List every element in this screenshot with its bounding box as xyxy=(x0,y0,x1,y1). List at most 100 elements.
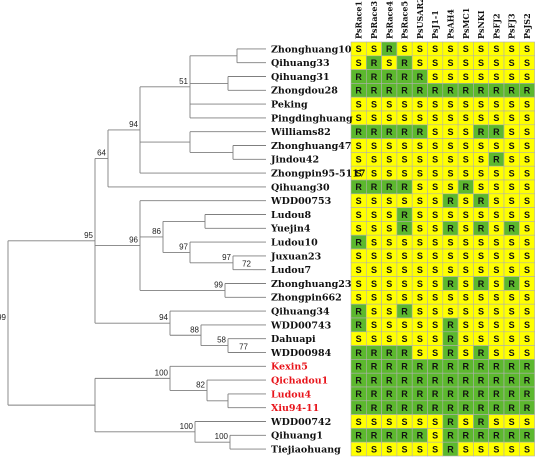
cell-value: S xyxy=(493,99,499,109)
cell-value: S xyxy=(432,320,438,330)
grid-cell: S xyxy=(350,290,367,305)
leaf-label: Ludou4 xyxy=(271,389,311,400)
grid-cell: S xyxy=(518,165,535,181)
cell-value: R xyxy=(355,127,362,137)
grid-cell: R xyxy=(381,69,398,84)
grid-cell: S xyxy=(518,41,535,57)
grid-cell: S xyxy=(411,179,428,195)
cell-value: S xyxy=(463,320,469,330)
cell-value: S xyxy=(417,417,423,427)
grid-cell: R xyxy=(442,331,459,346)
grid-cell: S xyxy=(503,262,520,277)
grid-cell: R xyxy=(473,345,489,360)
grid-cell: S xyxy=(503,331,520,346)
cell-value: S xyxy=(463,99,469,109)
cell-value: R xyxy=(401,431,408,441)
bootstrap-value: 97 xyxy=(222,253,231,262)
grid-cell: S xyxy=(365,96,382,112)
cell-value: S xyxy=(524,182,530,192)
cell-value: S xyxy=(402,113,408,123)
grid-cell: S xyxy=(503,55,520,70)
cell-value: S xyxy=(386,58,392,68)
cell-value: S xyxy=(509,196,515,206)
leaf-label: Qihuang31 xyxy=(271,72,330,83)
grid-cell: R xyxy=(427,83,444,98)
grid-cell: S xyxy=(488,303,505,319)
cell-value: R xyxy=(447,431,454,441)
cell-value: S xyxy=(493,58,499,68)
column-header: PsFJ2 xyxy=(491,13,501,39)
grid-cell: S xyxy=(473,110,489,126)
cell-value: S xyxy=(509,141,515,151)
bootstrap-value: 100 xyxy=(180,422,194,431)
grid-cell: S xyxy=(381,441,398,457)
grid-cell: S xyxy=(457,290,474,305)
grid-cell: S xyxy=(365,152,382,167)
grid-cell: R xyxy=(488,124,505,139)
cell-value: R xyxy=(371,403,378,413)
cell-value: S xyxy=(386,168,392,178)
grid-cell: S xyxy=(518,248,535,264)
cell-value: S xyxy=(524,251,530,261)
grid-cell: S xyxy=(381,55,398,70)
grid-cell: R xyxy=(457,400,474,415)
grid-cell: R xyxy=(396,428,413,443)
cell-value: S xyxy=(386,334,392,344)
cell-value: R xyxy=(524,431,531,441)
grid-cell: R xyxy=(442,359,459,374)
cell-value: R xyxy=(417,127,424,137)
cell-value: S xyxy=(417,306,423,316)
cell-value: S xyxy=(463,58,469,68)
bootstrap-value: 99 xyxy=(0,313,7,322)
cell-value: R xyxy=(386,375,393,385)
grid-cell: R xyxy=(350,372,367,388)
grid-cell: R xyxy=(381,124,398,139)
grid-cell: R xyxy=(396,345,413,360)
grid-cell: S xyxy=(518,414,535,429)
cell-value: S xyxy=(524,279,530,289)
grid-cell: S xyxy=(411,221,428,236)
cell-value: S xyxy=(509,44,515,54)
grid-cell: R xyxy=(350,345,367,360)
cell-value: R xyxy=(355,72,362,82)
cell-value: S xyxy=(402,237,408,247)
cell-value: R xyxy=(355,237,362,247)
grid-cell: S xyxy=(442,110,459,126)
grid-cell: S xyxy=(457,124,474,139)
leaf-label: Qichadou1 xyxy=(271,376,328,387)
cell-value: S xyxy=(417,279,423,289)
leaf-label: Zhonghuang10 xyxy=(271,44,352,55)
cell-value: S xyxy=(417,113,423,123)
cell-value: S xyxy=(447,99,453,109)
cell-value: S xyxy=(447,72,453,82)
grid-cell: S xyxy=(442,41,459,57)
cell-value: S xyxy=(402,251,408,261)
grid-cell: S xyxy=(411,165,428,181)
cell-value: S xyxy=(463,224,469,234)
grid-cell: S xyxy=(518,124,535,139)
grid-cell: S xyxy=(350,414,367,429)
cell-value: S xyxy=(478,334,484,344)
grid-cell: R xyxy=(442,386,459,402)
leaf-label: Ludou8 xyxy=(271,210,311,221)
cell-value: S xyxy=(524,320,530,330)
cell-value: S xyxy=(356,224,362,234)
grid-cell: R xyxy=(518,400,535,415)
cell-value: S xyxy=(478,182,484,192)
column-header: PsJS2 xyxy=(522,13,532,39)
leaf-labels: Zhonghuang10 Qihuang33 Qihuang31 Zhongdou28… xyxy=(270,44,366,455)
grid-cell: S xyxy=(457,317,474,333)
cell-value: R xyxy=(355,362,362,372)
grid-cell: S xyxy=(518,69,535,84)
grid-cell: S xyxy=(442,69,459,84)
cell-value: S xyxy=(432,72,438,82)
cell-value: S xyxy=(493,417,499,427)
cell-value: S xyxy=(432,168,438,178)
cell-value: S xyxy=(417,265,423,275)
cell-value: S xyxy=(509,168,515,178)
cell-value: S xyxy=(371,293,377,303)
grid-cell: R xyxy=(427,372,444,388)
cell-value: R xyxy=(371,72,378,82)
grid-cell: S xyxy=(518,138,535,153)
